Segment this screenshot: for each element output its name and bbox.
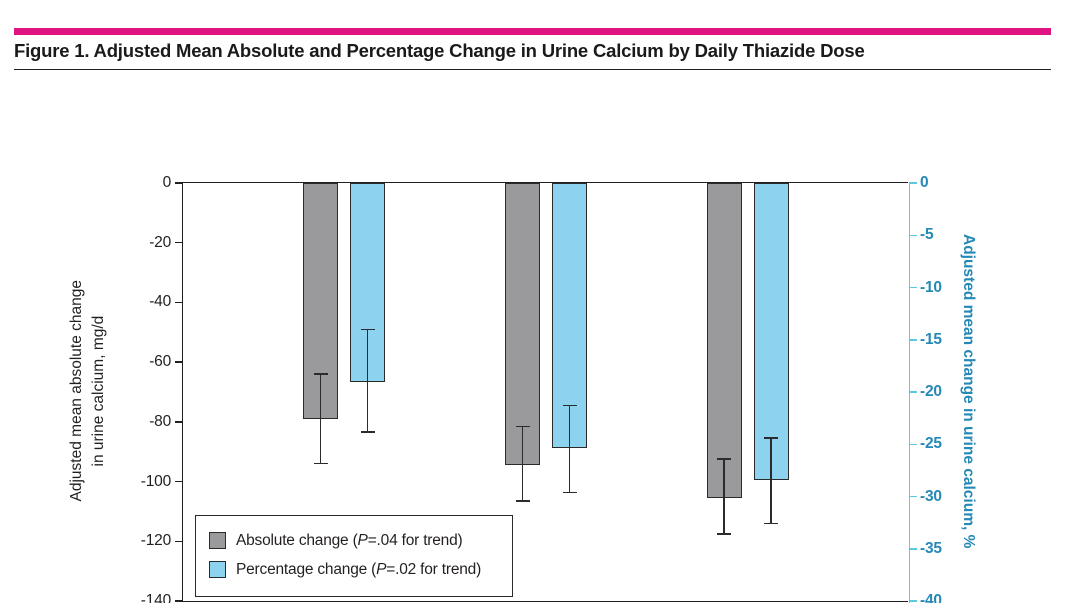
y-axis-left-tick [174,361,182,363]
legend: Absolute change (P=.04 for trend) Percent… [195,515,513,597]
legend-swatch [209,561,226,578]
plot-frame: Absolute change (P=.04 for trend) Percent… [141,174,942,603]
y-axis-right-tick [909,234,917,236]
legend-swatch [209,532,226,549]
y-axis-right-tick [909,286,917,289]
y-axis-left-tick [174,241,182,244]
error-cap-top-percentage-low [360,328,375,331]
bar-absolute-high [706,183,742,498]
figure-title: Figure 1. Adjusted Mean Absolute and Per… [14,40,865,61]
y-axis-left-tick [174,540,182,543]
bar-absolute-medium [505,183,540,466]
error-cap-bottom-percentage-high [764,522,778,525]
error-cap-bottom-absolute-medium [515,500,530,502]
error-bar-absolute-high [723,459,725,534]
y-axis-right-tick [909,495,917,498]
y-axis-left-tick [174,600,182,602]
error-bar-percentage-medium [568,405,571,493]
bar-percentage-high [753,183,789,480]
bar-percentage-medium [552,183,587,449]
y-axis-right-tick [909,600,917,602]
y-axis-right-tick-label: -30 [920,487,942,505]
y-axis-left-tick [174,480,182,483]
y-axis-right-title-text: Adjusted mean change in urine calcium, % [960,233,977,549]
y-axis-right-tick-label: -15 [920,330,942,348]
y-axis-left-tick-label: 0 [162,174,172,191]
right-axis-spine [908,181,910,603]
error-cap-bottom-absolute-low [313,462,328,465]
error-cap-bottom-percentage-low [360,430,375,433]
y-axis-left-tick [174,421,182,423]
error-cap-bottom-percentage-medium [562,491,577,494]
y-axis-right-tick-label: -35 [920,539,942,557]
y-axis-left-title: Adjusted mean absolute change in urine c… [60,182,116,600]
error-bar-percentage-high [770,437,772,524]
y-axis-left-tick-label: -140 [140,592,171,603]
error-cap-top-percentage-high [764,437,778,439]
y-axis-right-tick-label: 0 [920,174,929,191]
y-axis-right-tick [909,443,917,445]
chart-area: Adjusted mean absolute change in urine c… [0,80,1065,603]
legend-label: Absolute change (P=.04 for trend) [236,531,463,549]
y-axis-right-tick [909,548,917,550]
legend-item: Percentage change (P=.02 for trend) [209,557,500,582]
y-axis-left-tick [174,301,182,304]
y-axis-left-tick-label: -40 [149,293,171,311]
y-axis-right-tick [909,339,917,341]
error-bar-absolute-medium [521,426,524,501]
y-axis-right-tick-label: -20 [920,383,942,400]
error-cap-top-absolute-medium [515,425,530,428]
y-axis-left-tick-label: -100 [140,472,171,490]
y-axis-left-tick-label: -20 [149,233,171,251]
y-axis-left-tick-label: -80 [149,412,171,430]
legend-label: Percentage change (P=.02 for trend) [236,560,482,578]
error-bar-percentage-low [366,329,369,432]
title-divider [14,69,1051,70]
y-axis-right-title: Adjusted mean change in urine calcium, % [948,182,988,600]
y-axis-left-tick-label: -120 [140,532,171,550]
error-bar-absolute-low [319,374,322,464]
y-axis-left-title-text: Adjusted mean absolute change in urine c… [68,280,107,502]
y-axis-left-tick-label: -60 [149,353,171,371]
y-axis-right-tick-label: -25 [920,435,942,453]
y-axis-right-tick [909,182,917,184]
error-cap-top-percentage-medium [562,404,577,407]
error-cap-bottom-absolute-high [717,533,731,535]
y-axis-right-tick-label: -5 [920,226,934,244]
y-axis-left-tick [174,182,182,184]
error-cap-top-absolute-low [313,373,328,375]
accent-bar [14,28,1051,35]
error-cap-top-absolute-high [717,458,731,460]
y-axis-right-tick [909,391,917,393]
legend-item: Absolute change (P=.04 for trend) [209,528,500,553]
y-axis-right-tick-label: -40 [920,592,942,603]
y-axis-right-tick-label: -10 [920,278,942,296]
